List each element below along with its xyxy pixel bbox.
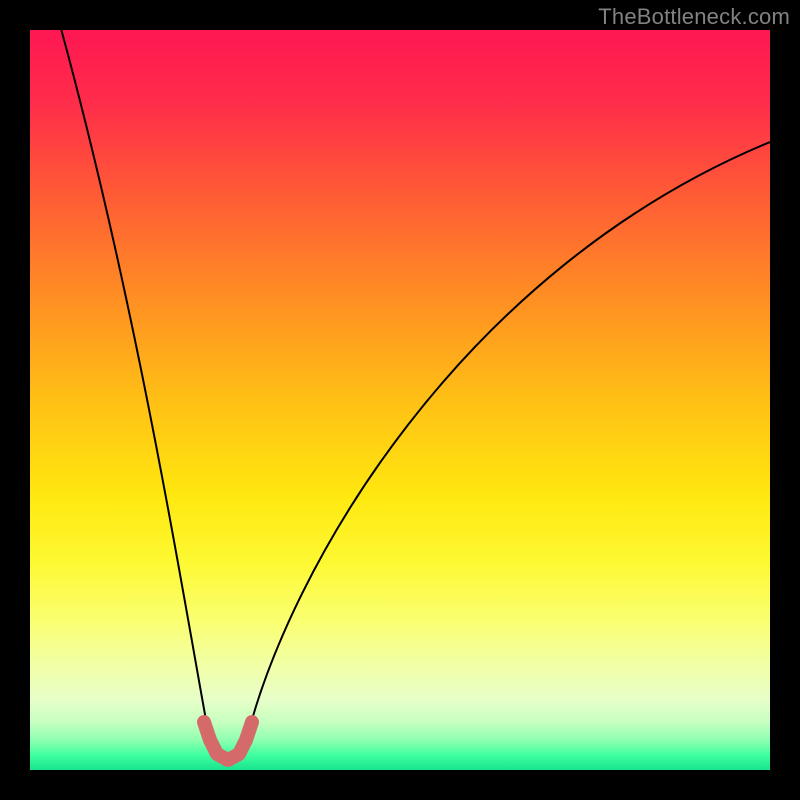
bottleneck-chart <box>30 30 770 770</box>
plot-area <box>30 30 770 770</box>
gradient-background <box>30 30 770 770</box>
watermark-text: TheBottleneck.com <box>598 4 790 30</box>
figure-root: TheBottleneck.com <box>0 0 800 800</box>
